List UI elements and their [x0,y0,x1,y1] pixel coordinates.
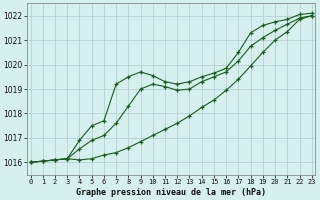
X-axis label: Graphe pression niveau de la mer (hPa): Graphe pression niveau de la mer (hPa) [76,188,266,197]
